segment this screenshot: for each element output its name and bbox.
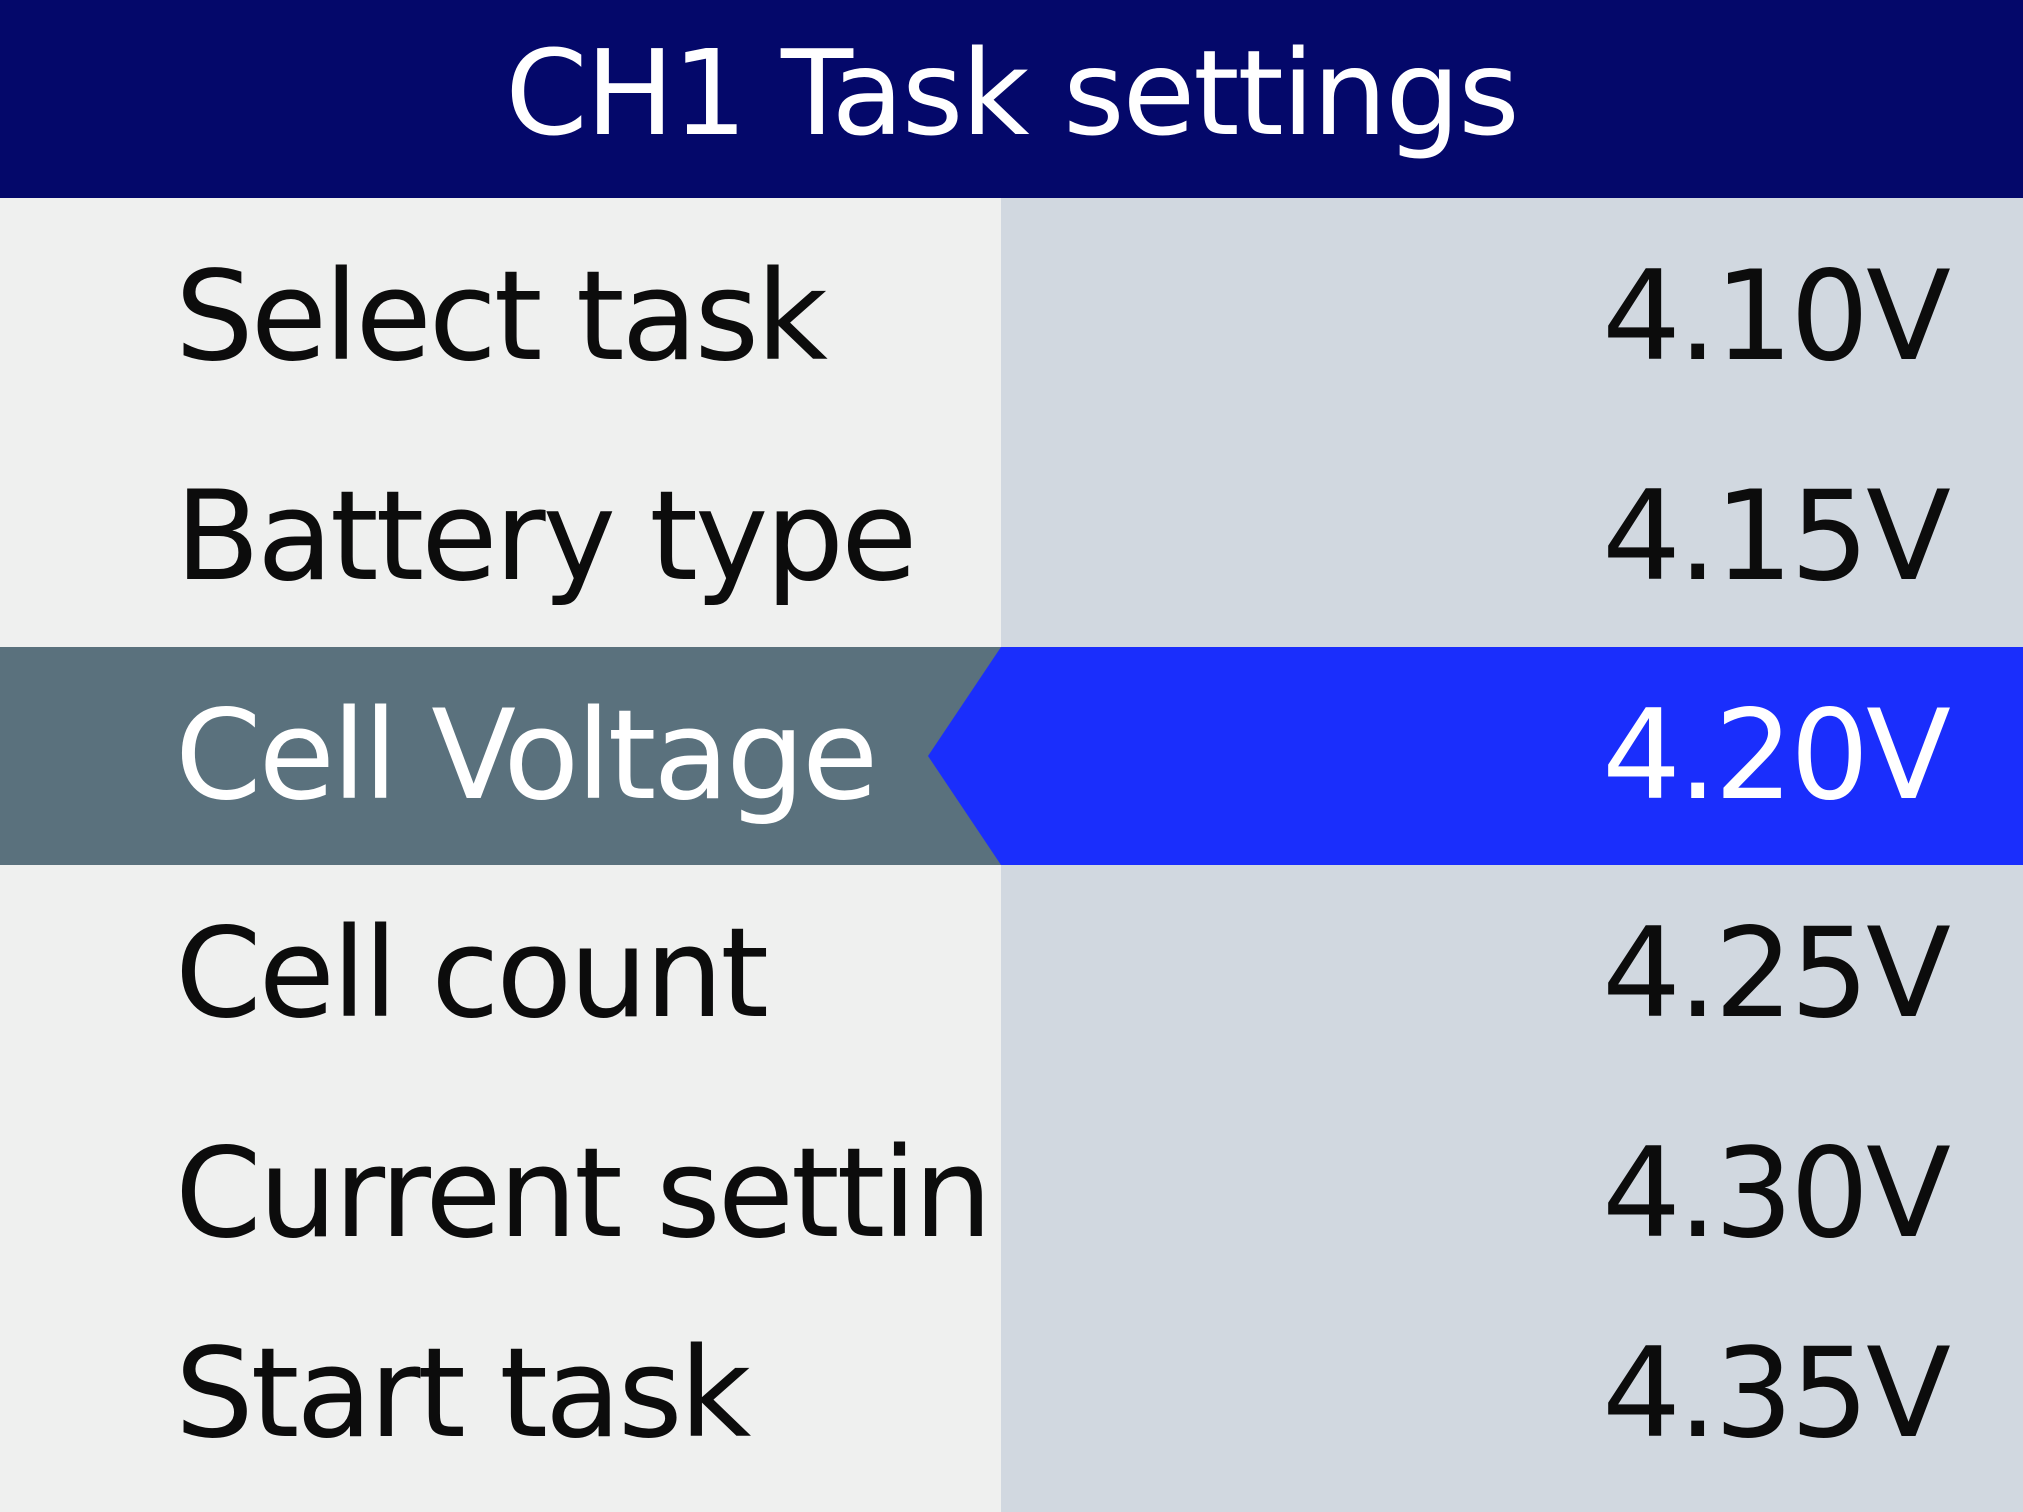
selected-value-highlight <box>1001 647 2023 865</box>
page-title: CH1 Task settings <box>505 24 1519 162</box>
voltage-option[interactable]: 4.30V <box>1602 1122 1951 1266</box>
menu-item-cell-voltage[interactable]: Cell Voltage <box>175 684 878 828</box>
title-bar: CH1 Task settings <box>0 0 2023 198</box>
selected-item-highlight <box>0 647 1001 865</box>
menu-item-current-setting[interactable]: Current settin <box>175 1122 992 1266</box>
voltage-option-selected[interactable]: 4.20V <box>1602 684 1951 828</box>
voltage-option[interactable]: 4.10V <box>1602 245 1951 389</box>
menu-row-start-task[interactable]: Start task 4.35V <box>0 1285 2023 1503</box>
selection-pointer-icon <box>928 647 1001 865</box>
menu-item-select-task[interactable]: Select task <box>175 245 828 389</box>
voltage-option[interactable]: 4.25V <box>1602 902 1951 1046</box>
menu-row-cell-count[interactable]: Cell count 4.25V <box>0 865 2023 1083</box>
menu-item-battery-type[interactable]: Battery type <box>175 465 917 609</box>
menu-row-current-setting[interactable]: Current settin 4.30V <box>0 1085 2023 1303</box>
menu-row-battery-type[interactable]: Battery type 4.15V <box>0 428 2023 646</box>
menu-item-start-task[interactable]: Start task <box>175 1322 751 1466</box>
menu-row-select-task[interactable]: Select task 4.10V <box>0 208 2023 426</box>
menu-item-cell-count[interactable]: Cell count <box>175 902 769 1046</box>
voltage-option[interactable]: 4.15V <box>1602 465 1951 609</box>
voltage-option[interactable]: 4.35V <box>1602 1322 1951 1466</box>
menu-row-cell-voltage-selected[interactable]: Cell Voltage 4.20V <box>0 647 2023 865</box>
